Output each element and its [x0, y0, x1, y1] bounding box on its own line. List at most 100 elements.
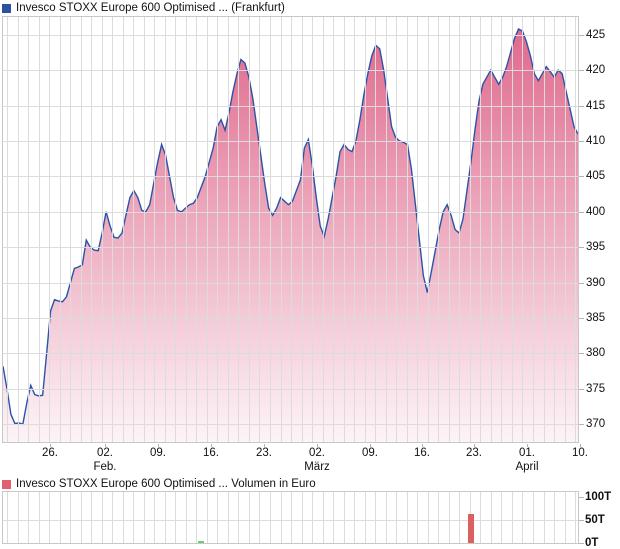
x-axis-label-day: 23. — [466, 447, 482, 459]
price-area-fill — [3, 29, 578, 442]
y-axis-label: 370 — [586, 418, 606, 431]
y-axis-tick — [579, 70, 584, 71]
gridline-vertical — [407, 492, 408, 543]
y-axis-tick — [579, 106, 584, 107]
volume-axis-tick — [579, 520, 584, 521]
gridline-vertical — [7, 17, 8, 442]
gridline-vertical — [123, 492, 124, 543]
gridline-vertical — [217, 492, 218, 543]
gridline-horizontal — [3, 70, 578, 71]
gridline-vertical — [386, 492, 387, 543]
gridline-vertical — [18, 17, 19, 442]
x-axis-label-month: April — [515, 461, 539, 473]
gridline-vertical — [449, 17, 450, 442]
y-axis-label: 395 — [586, 241, 606, 254]
gridline-vertical — [522, 17, 523, 442]
gridline-vertical — [512, 492, 513, 543]
gridline-vertical — [165, 17, 166, 442]
y-axis-label: 410 — [586, 134, 606, 147]
gridline-vertical — [259, 492, 260, 543]
y-axis-tick — [579, 318, 584, 319]
x-axis-tick — [527, 444, 528, 447]
gridline-vertical — [459, 17, 460, 442]
y-axis-label: 380 — [586, 347, 606, 360]
gridline-vertical — [533, 492, 534, 543]
gridline-vertical — [207, 492, 208, 543]
x-axis-label-day: 16. — [414, 447, 430, 459]
gridline-vertical — [333, 17, 334, 442]
gridline-vertical — [196, 492, 197, 543]
x-axis-label-month: Feb. — [93, 461, 117, 473]
gridline-vertical — [91, 492, 92, 543]
gridline-horizontal — [3, 318, 578, 319]
x-axis-tick — [370, 444, 371, 447]
gridline-vertical — [165, 492, 166, 543]
gridline-vertical — [565, 17, 566, 442]
gridline-vertical — [102, 492, 103, 543]
y-axis-tick — [579, 212, 584, 213]
gridline-vertical — [470, 17, 471, 442]
volume-bar — [468, 514, 474, 543]
y-axis-label: 405 — [586, 170, 606, 183]
x-axis-label-day: 01. — [519, 447, 535, 459]
volume-plot-area — [2, 491, 579, 544]
gridline-vertical — [312, 492, 313, 543]
volume-axis-label: 50T — [585, 514, 605, 527]
gridline-vertical — [375, 492, 376, 543]
x-axis-label-day: 02. — [97, 447, 113, 459]
gridline-vertical — [533, 17, 534, 442]
gridline-horizontal — [3, 106, 578, 107]
gridline-horizontal — [3, 141, 578, 142]
gridline-vertical — [70, 17, 71, 442]
y-axis-label: 420 — [586, 64, 606, 77]
gridline-vertical — [39, 17, 40, 442]
price-legend: Invesco STOXX Europe 600 Optimised ... (… — [2, 1, 285, 15]
gridline-horizontal — [3, 389, 578, 390]
price-legend-swatch — [2, 3, 11, 13]
gridline-vertical — [70, 492, 71, 543]
y-axis-label: 390 — [586, 276, 606, 289]
gridline-horizontal — [3, 35, 578, 36]
gridline-vertical — [491, 17, 492, 442]
gridline-vertical — [522, 492, 523, 543]
gridline-vertical — [175, 492, 176, 543]
gridline-vertical — [228, 17, 229, 442]
x-axis-label-day: 02. — [309, 447, 325, 459]
y-axis-tick — [579, 141, 584, 142]
gridline-vertical — [154, 17, 155, 442]
x-axis-tick — [158, 444, 159, 447]
x-axis-label-day: 09. — [362, 447, 378, 459]
gridline-vertical — [144, 492, 145, 543]
gridline-horizontal — [3, 176, 578, 177]
gridline-horizontal — [3, 353, 578, 354]
volume-axis-tick — [579, 497, 584, 498]
gridline-vertical — [144, 17, 145, 442]
gridline-vertical — [386, 17, 387, 442]
volume-legend: Invesco STOXX Europe 600 Optimised ... V… — [2, 477, 316, 491]
gridline-vertical — [270, 492, 271, 543]
gridline-vertical — [302, 492, 303, 543]
date-x-axis: 26. 02. Feb. 09. 16. 23. 02. März 09. 16. 23. 01. Ap… — [2, 444, 588, 476]
volume-axis-label: 100T — [585, 491, 612, 504]
gridline-vertical — [18, 492, 19, 543]
gridline-vertical — [544, 492, 545, 543]
gridline-horizontal — [3, 247, 578, 248]
gridline-vertical — [438, 17, 439, 442]
gridline-vertical — [575, 17, 576, 442]
gridline-vertical — [554, 17, 555, 442]
gridline-vertical — [81, 492, 82, 543]
gridline-vertical — [259, 17, 260, 442]
volume-bar — [198, 540, 204, 543]
gridline-vertical — [333, 492, 334, 543]
gridline-vertical — [133, 17, 134, 442]
x-axis-tick — [580, 444, 581, 447]
gridline-vertical — [354, 17, 355, 442]
y-axis-tick — [579, 424, 584, 425]
gridline-vertical — [480, 17, 481, 442]
y-axis-tick — [579, 35, 584, 36]
gridline-vertical — [428, 492, 429, 543]
price-plot-inner — [3, 17, 578, 442]
gridline-vertical — [60, 492, 61, 543]
gridline-vertical — [270, 17, 271, 442]
